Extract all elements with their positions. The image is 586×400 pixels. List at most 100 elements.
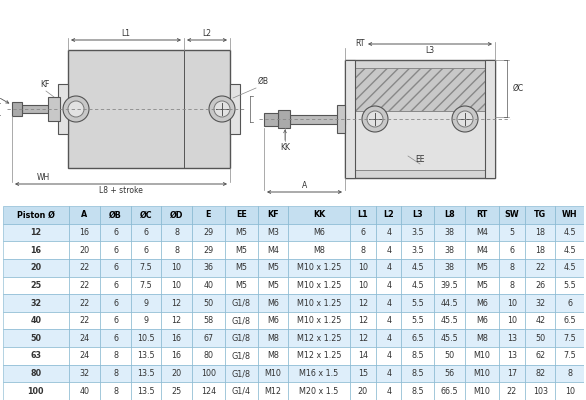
Bar (288, 276, 350, 294)
Text: M5: M5 (236, 246, 247, 254)
Text: M16 x 1.5: M16 x 1.5 (299, 369, 339, 378)
Text: 50: 50 (30, 334, 41, 343)
Bar (3, 330, 69, 347)
Bar (225, 206, 258, 224)
Bar (68, 50, 230, 168)
Bar (525, 382, 556, 400)
Text: 7.5: 7.5 (564, 334, 576, 343)
Bar (69, 365, 100, 382)
Circle shape (63, 96, 89, 122)
Bar (225, 224, 258, 241)
Bar (192, 365, 225, 382)
Text: L2: L2 (383, 210, 394, 219)
Text: RT: RT (476, 210, 488, 219)
Bar (499, 259, 525, 276)
Bar (225, 330, 258, 347)
Text: 12: 12 (357, 334, 368, 343)
Text: M10: M10 (473, 352, 490, 360)
Text: 16: 16 (80, 228, 90, 237)
Bar (525, 206, 556, 224)
Bar (401, 382, 434, 400)
Text: 12: 12 (172, 298, 182, 308)
Text: 80: 80 (30, 369, 41, 378)
Bar (3, 241, 69, 259)
Text: 9: 9 (144, 316, 149, 325)
Bar (161, 241, 192, 259)
Text: 63: 63 (30, 352, 41, 360)
Text: 25: 25 (30, 281, 41, 290)
Bar (401, 365, 434, 382)
Bar (192, 347, 225, 365)
Bar (161, 276, 192, 294)
Circle shape (209, 96, 235, 122)
Bar (192, 382, 225, 400)
Bar (376, 382, 401, 400)
Bar (556, 224, 584, 241)
Bar (69, 259, 100, 276)
Bar (288, 382, 350, 400)
Text: 62: 62 (535, 352, 545, 360)
Bar (499, 347, 525, 365)
Text: 4: 4 (386, 281, 391, 290)
Bar (350, 241, 376, 259)
Bar (192, 224, 225, 241)
Text: M20 x 1.5: M20 x 1.5 (299, 387, 339, 396)
Bar (225, 276, 258, 294)
Text: 4.5: 4.5 (411, 263, 424, 272)
Bar (350, 312, 376, 330)
Text: 38: 38 (445, 228, 455, 237)
Text: 103: 103 (533, 387, 548, 396)
Bar (3, 312, 69, 330)
Bar (3, 276, 69, 294)
Text: 4.5: 4.5 (564, 228, 576, 237)
Bar (225, 241, 258, 259)
Text: 7.5: 7.5 (139, 263, 152, 272)
Text: G1/8: G1/8 (232, 298, 251, 308)
Text: ØC: ØC (513, 84, 524, 93)
Text: 16: 16 (30, 246, 41, 254)
Text: 12: 12 (30, 228, 41, 237)
Bar (434, 224, 465, 241)
Bar (258, 365, 288, 382)
Bar (401, 294, 434, 312)
Bar (434, 259, 465, 276)
Bar (131, 206, 161, 224)
Text: 8: 8 (360, 246, 365, 254)
Bar (376, 312, 401, 330)
Text: 7.5: 7.5 (564, 352, 576, 360)
Text: M6: M6 (313, 228, 325, 237)
Text: 6: 6 (113, 281, 118, 290)
Text: L8: L8 (444, 210, 455, 219)
Bar (288, 294, 350, 312)
Bar (556, 206, 584, 224)
Text: 4: 4 (386, 316, 391, 325)
Text: M12: M12 (264, 387, 281, 396)
Bar (353, 68, 487, 111)
Text: M10 x 1.25: M10 x 1.25 (297, 316, 341, 325)
Text: KF: KF (40, 80, 50, 89)
Text: 39.5: 39.5 (441, 281, 458, 290)
Bar (465, 382, 499, 400)
Text: L8 + stroke: L8 + stroke (99, 186, 143, 195)
Text: 13.5: 13.5 (137, 387, 155, 396)
Bar (288, 241, 350, 259)
Text: ØB: ØB (258, 77, 269, 86)
Text: M10 x 1.25: M10 x 1.25 (297, 281, 341, 290)
Bar (131, 259, 161, 276)
Text: 20: 20 (79, 246, 90, 254)
Text: M10: M10 (473, 387, 490, 396)
Text: KK: KK (280, 143, 290, 152)
Circle shape (457, 111, 473, 127)
Text: 36: 36 (203, 263, 213, 272)
Text: M6: M6 (267, 316, 279, 325)
Text: 8.5: 8.5 (411, 352, 424, 360)
Text: 45.5: 45.5 (441, 316, 458, 325)
Text: 10: 10 (172, 263, 182, 272)
Bar (100, 347, 131, 365)
Bar (258, 224, 288, 241)
Text: 4: 4 (386, 298, 391, 308)
Bar (278, 110, 290, 128)
Bar (465, 206, 499, 224)
Text: 29: 29 (203, 228, 213, 237)
Text: 5: 5 (509, 228, 515, 237)
